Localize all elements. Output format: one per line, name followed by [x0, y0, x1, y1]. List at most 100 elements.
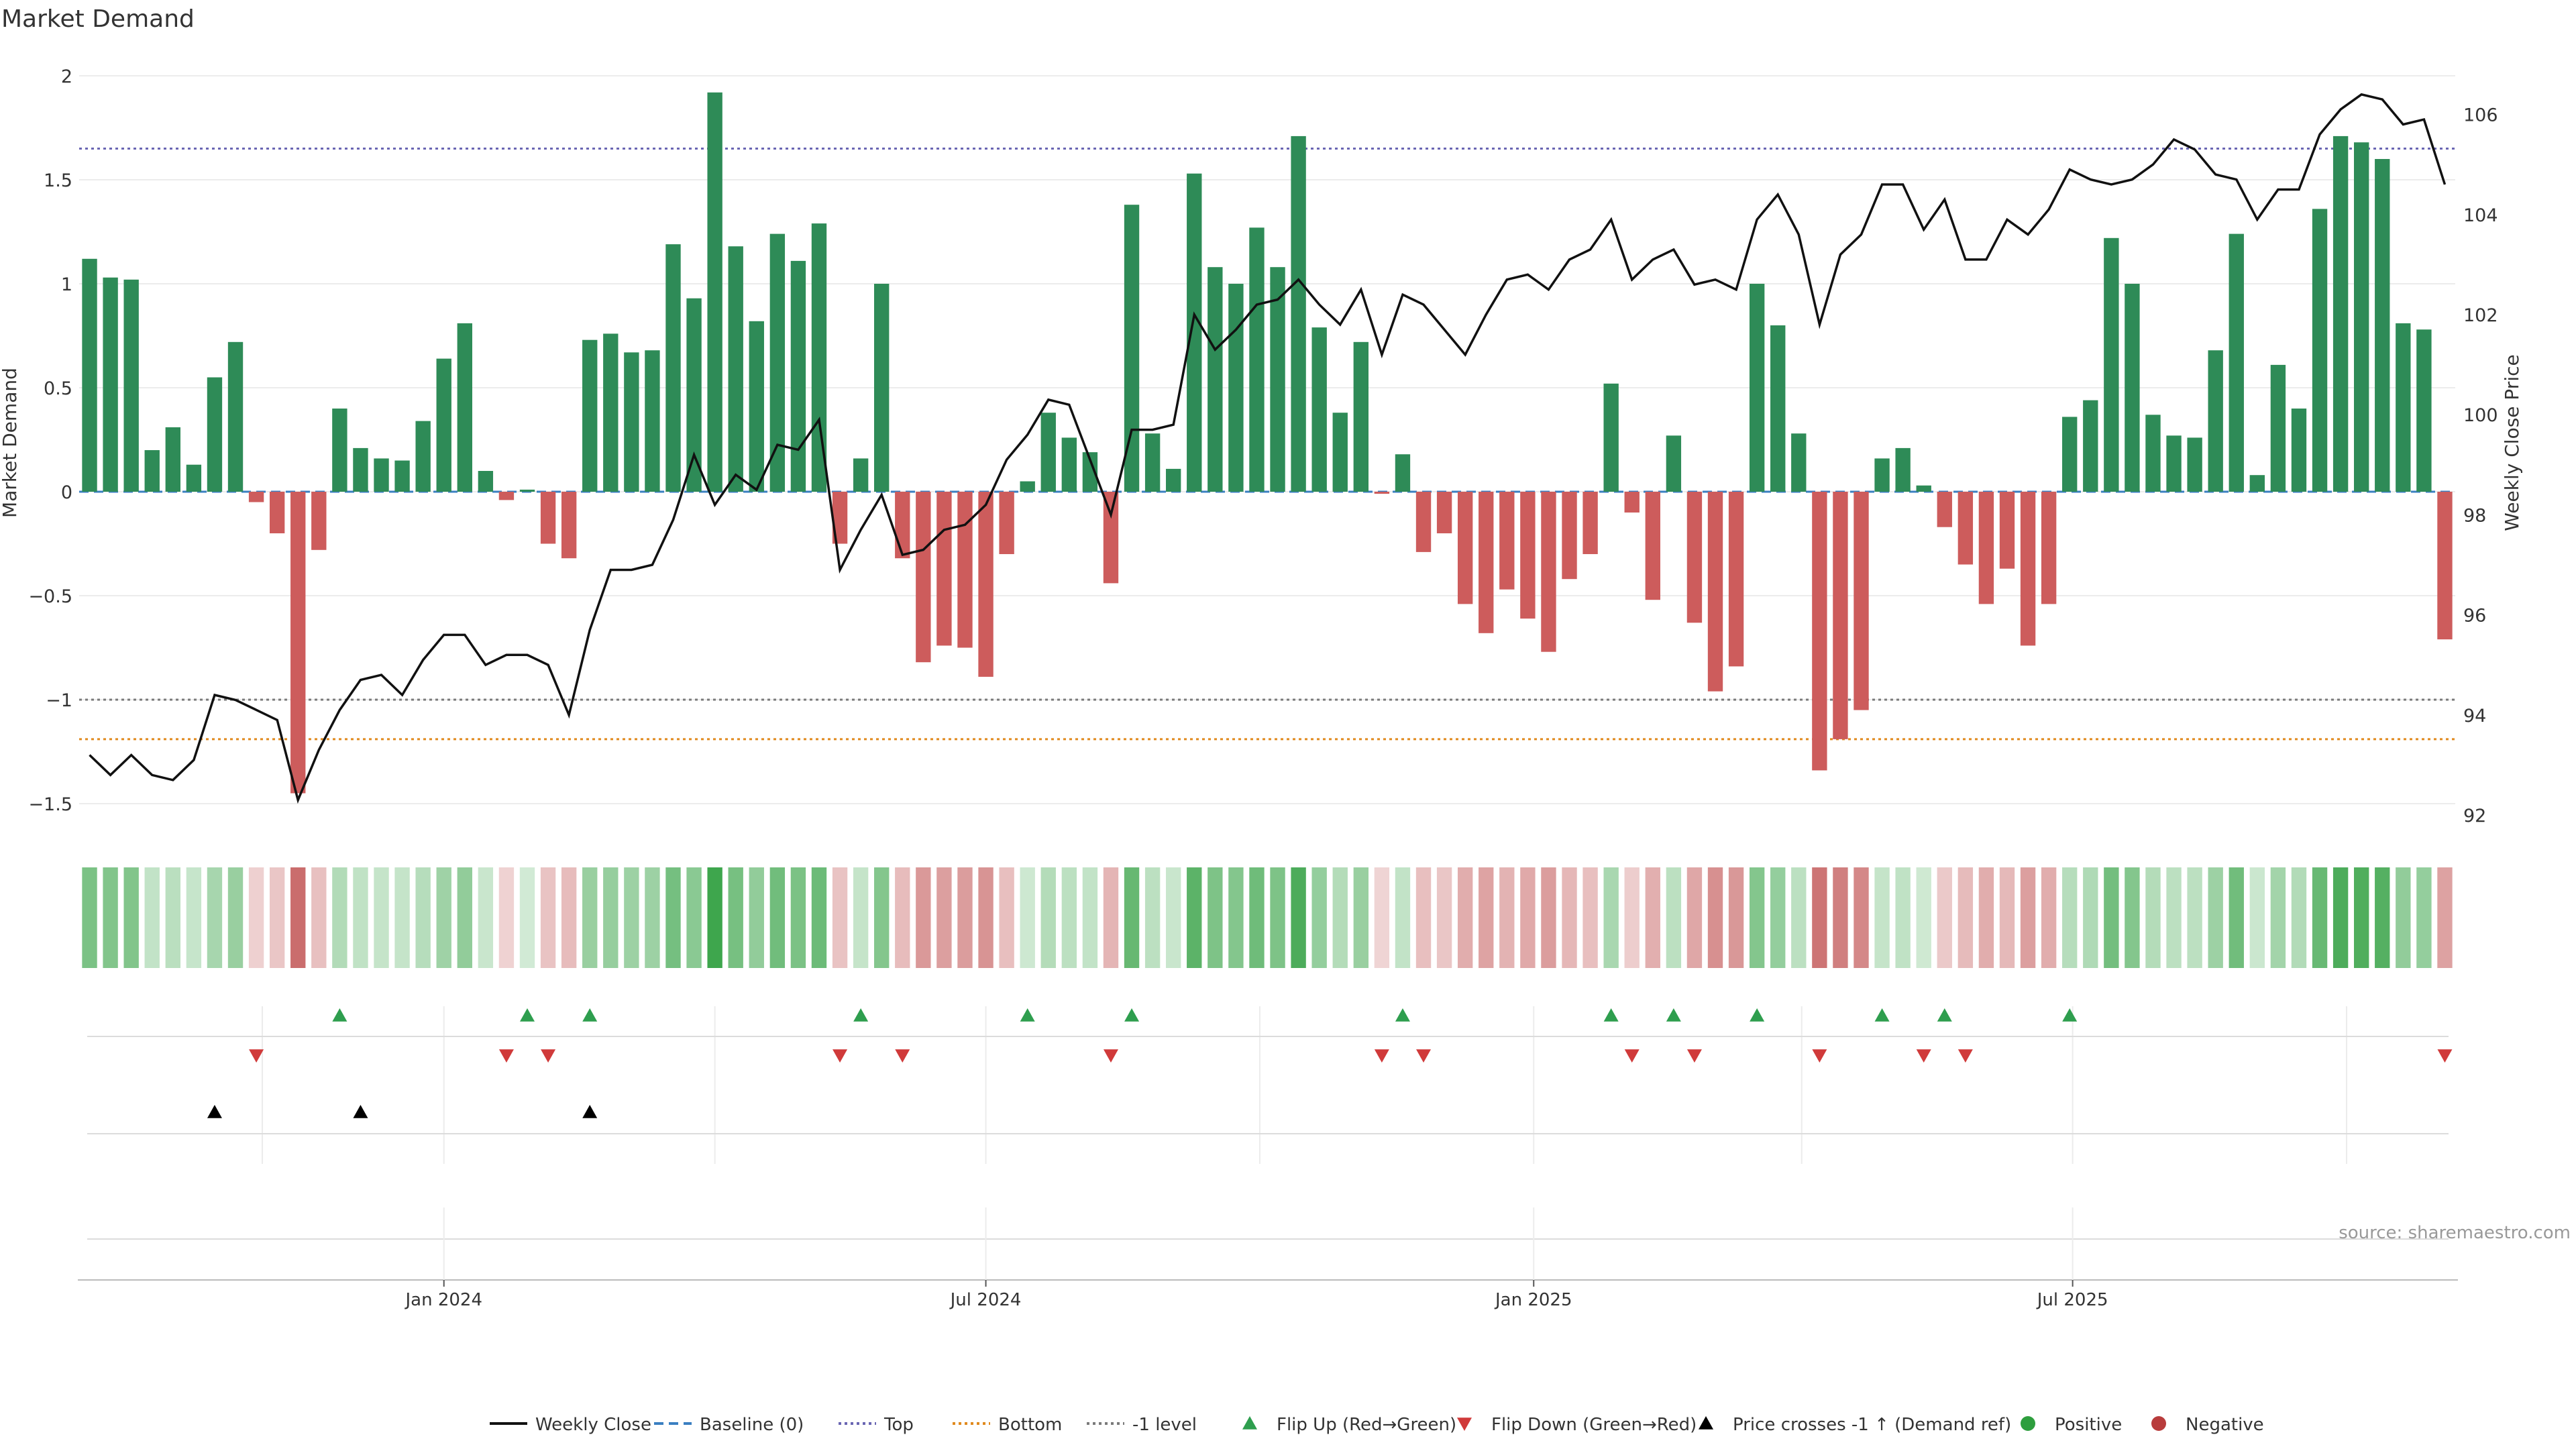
demand-bar — [2291, 409, 2307, 492]
y2-tick-label: 98 — [2463, 505, 2486, 526]
legend-item: Flip Up (Red→Green) — [1242, 1415, 1456, 1435]
y2-tick-label: 104 — [2463, 205, 2498, 226]
y-axis-title: Market Demand — [0, 368, 21, 518]
heat-cell — [728, 867, 743, 968]
flip-up-marker — [1937, 1008, 1952, 1022]
heat-cell — [832, 867, 848, 968]
y2-tick-label: 102 — [2463, 305, 2498, 326]
heat-cell — [1562, 867, 1577, 968]
reference-lines — [79, 148, 2455, 741]
demand-heat-strip — [82, 867, 2453, 968]
heat-cell — [1728, 867, 1744, 968]
demand-bar — [540, 492, 556, 544]
demand-bar — [1311, 327, 1327, 492]
heat-cell — [2249, 867, 2265, 968]
heat-cell — [1916, 867, 1931, 968]
demand-bar — [874, 284, 890, 492]
heat-cell — [561, 867, 577, 968]
demand-bar — [978, 492, 994, 677]
demand-bar — [1249, 227, 1265, 492]
demand-bar — [1562, 492, 1577, 580]
heat-cell — [999, 867, 1014, 968]
y2-tick-label: 92 — [2463, 806, 2486, 826]
demand-bar — [2083, 400, 2098, 492]
heat-cell — [665, 867, 681, 968]
demand-bar — [2249, 475, 2265, 492]
demand-bar — [957, 492, 973, 648]
flip-down-marker — [1916, 1049, 1931, 1063]
demand-bar — [1812, 492, 1827, 771]
demand-bar — [457, 323, 472, 492]
heat-cell — [2145, 867, 2161, 968]
demand-bar — [665, 244, 681, 492]
demand-bar — [1541, 492, 1556, 652]
price-cross-marker — [582, 1105, 598, 1118]
heat-cell — [436, 867, 451, 968]
demand-bar — [1103, 492, 1119, 584]
heat-cell — [2187, 867, 2202, 968]
heat-cell — [790, 867, 806, 968]
demand-bar — [2270, 364, 2286, 492]
demand-bar — [2312, 209, 2328, 492]
y-tick-label: −0.5 — [28, 586, 72, 607]
heat-cell — [1812, 867, 1827, 968]
heat-cell — [103, 867, 118, 968]
demand-bar — [1457, 492, 1473, 604]
demand-bar — [1937, 492, 1952, 527]
demand-bar — [1666, 435, 1682, 492]
demand-bar — [248, 492, 264, 502]
source-note: source: sharemaestro.com — [2339, 1223, 2571, 1243]
legend-label: Flip Down (Green→Red) — [1491, 1415, 1697, 1435]
heat-cell — [269, 867, 285, 968]
demand-bar — [1707, 492, 1723, 692]
demand-bar — [144, 450, 160, 492]
demand-bar — [1165, 468, 1181, 492]
demand-bar — [1208, 267, 1223, 492]
heat-cell — [1874, 867, 1890, 968]
demand-bar — [728, 246, 743, 492]
demand-bar — [1770, 325, 1786, 492]
demand-bar — [1749, 284, 1765, 492]
demand-bar — [1353, 341, 1369, 492]
heat-cell — [2208, 867, 2223, 968]
demand-bar — [290, 492, 306, 794]
heat-cell — [811, 867, 827, 968]
legend-item: Negative — [2151, 1415, 2264, 1435]
demand-bar — [853, 458, 869, 492]
heat-cell — [1479, 867, 1494, 968]
demand-bar — [353, 447, 368, 492]
legend-item: Positive — [2021, 1415, 2122, 1435]
demand-bar — [916, 492, 931, 663]
flip-up-marker — [332, 1008, 347, 1022]
demand-bar — [2145, 415, 2161, 492]
demand-bar — [1603, 383, 1619, 492]
heat-cell — [1311, 867, 1327, 968]
demand-bar — [686, 298, 702, 492]
heat-cell — [227, 867, 244, 968]
flip-down-marker — [498, 1049, 514, 1063]
flip-up-marker — [1666, 1008, 1681, 1022]
legend-label: Baseline (0) — [700, 1415, 804, 1435]
heat-cell — [2291, 867, 2307, 968]
flip-down-marker — [1686, 1049, 1702, 1063]
heat-cell — [1270, 867, 1285, 968]
heat-cell — [603, 867, 619, 968]
heat-cell — [1436, 867, 1452, 968]
heat-cell — [1603, 867, 1619, 968]
heat-cell — [1645, 867, 1660, 968]
heat-cell — [624, 867, 639, 968]
heat-cell — [1291, 867, 1306, 968]
demand-bar — [1020, 481, 1035, 492]
demand-bar — [2208, 350, 2223, 492]
heat-cell — [1791, 867, 1807, 968]
demand-bar — [2396, 323, 2411, 492]
heat-cell — [769, 867, 786, 968]
heat-cell — [1020, 867, 1035, 968]
demand-bar — [999, 492, 1014, 554]
legend-label: Weekly Close — [535, 1415, 651, 1435]
demand-bar — [1624, 492, 1640, 513]
flip-up-marker — [1395, 1008, 1410, 1022]
heat-cell — [978, 867, 994, 968]
legend-swatch — [1457, 1417, 1472, 1431]
